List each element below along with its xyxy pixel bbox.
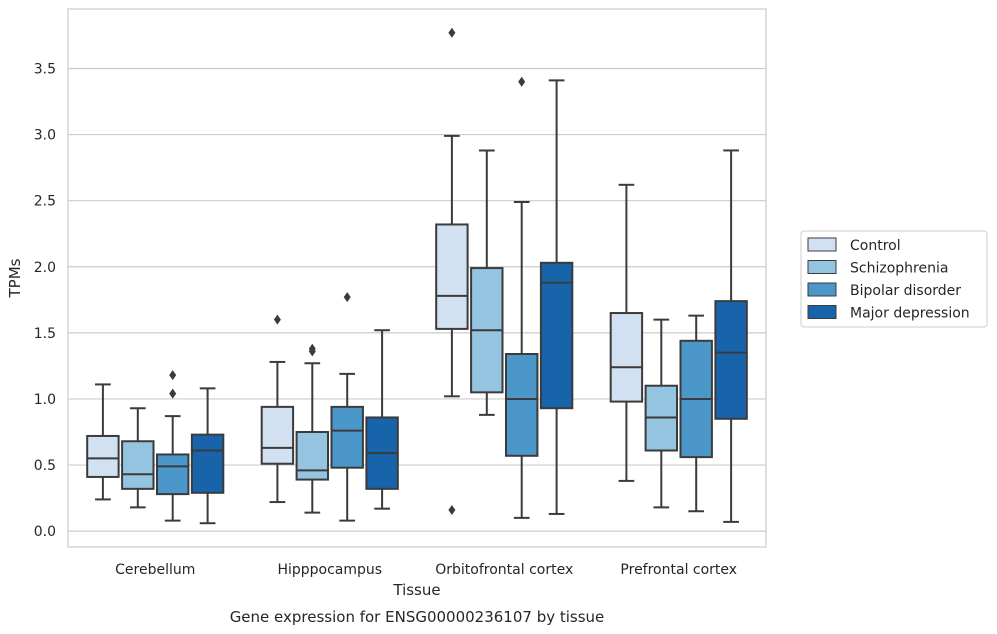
legend-label: Bipolar disorder bbox=[850, 283, 961, 299]
y-tick-label: 0.0 bbox=[34, 524, 56, 540]
box-control bbox=[435, 27, 469, 515]
box-body bbox=[609, 312, 644, 403]
box-body bbox=[330, 405, 364, 469]
box-body bbox=[155, 453, 190, 496]
box-control bbox=[86, 383, 120, 501]
box-bipolar-disorder bbox=[679, 314, 713, 513]
legend-swatch bbox=[807, 282, 837, 297]
y-tick-label: 2.0 bbox=[34, 260, 56, 276]
box-schizophrenia bbox=[644, 318, 679, 509]
y-axis-label: TPMs bbox=[6, 258, 24, 298]
legend-swatch bbox=[807, 305, 837, 319]
box-body bbox=[86, 434, 120, 478]
box-major-depression bbox=[714, 149, 748, 523]
legend-frame bbox=[800, 230, 988, 328]
y-tick-label: 3.5 bbox=[34, 61, 56, 77]
x-tick-label: Orbitofrontal cortex bbox=[435, 562, 573, 578]
outlier-point bbox=[169, 370, 177, 381]
outlier-point bbox=[448, 27, 456, 38]
legend-label: Control bbox=[850, 238, 901, 254]
x-axis-label: Tissue bbox=[392, 581, 440, 599]
box-control bbox=[609, 183, 644, 482]
box-body bbox=[504, 353, 539, 457]
boxes-layer bbox=[86, 27, 748, 525]
box-control bbox=[260, 314, 295, 504]
outlier-point bbox=[273, 314, 281, 325]
outlier-point bbox=[518, 76, 526, 87]
box-bipolar-disorder bbox=[504, 76, 539, 519]
plot-frame bbox=[67, 8, 767, 548]
box-body bbox=[260, 405, 295, 465]
outlier-point bbox=[169, 388, 177, 399]
x-tick-label: Cerebellum bbox=[115, 562, 195, 578]
box-major-depression bbox=[190, 387, 225, 525]
x-tick-label: Prefrontal cortex bbox=[620, 562, 737, 578]
legend-swatch bbox=[807, 260, 837, 274]
legend-label: Schizophrenia bbox=[850, 261, 948, 277]
box-schizophrenia bbox=[121, 407, 155, 509]
box-body bbox=[295, 430, 330, 481]
y-tick-labels: 0.0 0.5 1.0 1.5 2.0 2.5 3.0 3.5 bbox=[34, 61, 56, 540]
y-tick-label: 0.5 bbox=[34, 458, 56, 474]
legend-label: Major depression bbox=[850, 306, 970, 322]
legend-swatch bbox=[807, 237, 837, 252]
y-tick-label: 1.5 bbox=[34, 326, 56, 342]
box-major-depression bbox=[365, 329, 399, 510]
box-body bbox=[435, 223, 469, 330]
box-bipolar-disorder bbox=[330, 292, 364, 522]
legend-items: Control Schizophrenia Bipolar disorder Majo… bbox=[807, 237, 970, 322]
box-bipolar-disorder bbox=[155, 370, 190, 522]
outlier-point bbox=[308, 343, 316, 354]
outlier-point bbox=[448, 504, 456, 515]
x-tick-label: Hipppocampus bbox=[277, 562, 382, 578]
box-schizophrenia bbox=[295, 343, 330, 514]
box-body bbox=[190, 433, 225, 494]
box-schizophrenia bbox=[470, 149, 504, 416]
legend: Control Schizophrenia Bipolar disorder Majo… bbox=[800, 230, 988, 328]
chart-caption: Gene expression for ENSG00000236107 by t… bbox=[230, 608, 605, 626]
x-tick-labels: Cerebellum Hipppocampus Orbitofrontal cort… bbox=[115, 562, 737, 578]
y-tick-label: 2.5 bbox=[34, 194, 56, 210]
box-body bbox=[539, 261, 574, 410]
y-tick-label: 1.0 bbox=[34, 392, 56, 408]
box-body bbox=[714, 300, 748, 420]
outlier-point bbox=[343, 292, 351, 303]
box-major-depression bbox=[539, 79, 574, 515]
box-body bbox=[121, 440, 155, 490]
y-tick-label: 3.0 bbox=[34, 128, 56, 144]
